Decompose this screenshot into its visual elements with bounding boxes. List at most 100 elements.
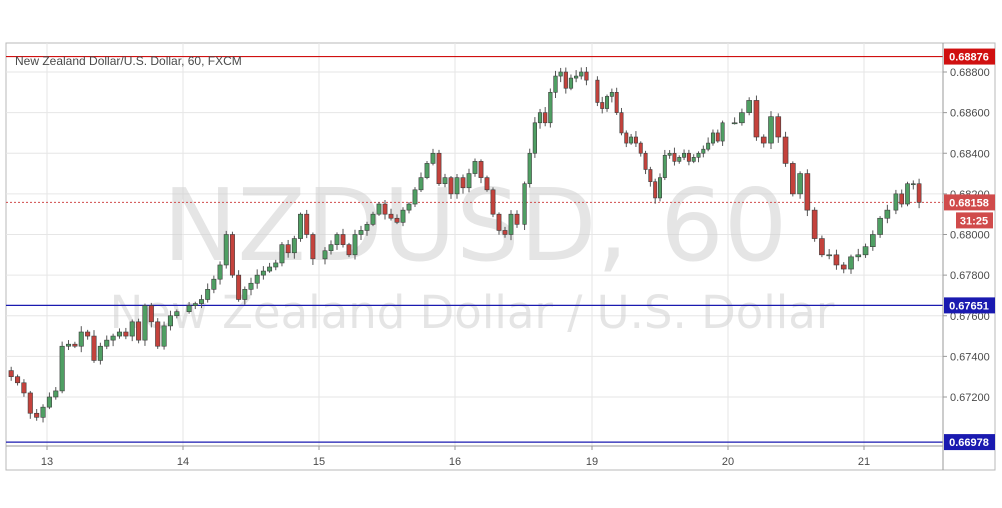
candle[interactable] [855, 248, 862, 262]
candle[interactable] [394, 214, 400, 225]
candle[interactable] [532, 117, 537, 158]
candle[interactable] [605, 94, 610, 112]
candle[interactable] [27, 390, 33, 419]
candle[interactable] [682, 149, 687, 161]
candle[interactable] [633, 131, 638, 148]
candle[interactable] [406, 202, 412, 214]
candle[interactable] [460, 174, 466, 194]
time-axis[interactable]: 13 14 15 16 19 20 21 [41, 446, 870, 468]
candle[interactable] [667, 150, 672, 159]
candle[interactable] [619, 107, 624, 136]
candle[interactable] [508, 210, 514, 241]
candle[interactable] [53, 387, 59, 400]
candle[interactable] [658, 173, 662, 202]
candle[interactable] [388, 208, 394, 221]
candle[interactable] [418, 172, 424, 193]
candle[interactable] [731, 117, 738, 125]
candle[interactable] [110, 333, 116, 347]
candle[interactable] [142, 303, 148, 346]
candle[interactable] [376, 202, 382, 216]
candle[interactable] [358, 225, 364, 241]
candle[interactable] [543, 107, 548, 127]
candle[interactable] [322, 247, 328, 265]
candle[interactable] [273, 259, 279, 271]
candle[interactable] [400, 207, 406, 227]
candle[interactable] [129, 319, 135, 342]
candle[interactable] [352, 229, 358, 260]
candle[interactable] [696, 151, 701, 163]
candle[interactable] [236, 270, 242, 302]
candle[interactable] [691, 154, 696, 164]
candle[interactable] [161, 321, 167, 350]
candle[interactable] [600, 96, 605, 114]
candle[interactable] [527, 148, 532, 188]
candle[interactable] [496, 212, 502, 235]
candle[interactable] [448, 175, 454, 199]
candle[interactable] [370, 211, 376, 227]
candle[interactable] [638, 141, 643, 157]
candle[interactable] [624, 130, 629, 148]
candle[interactable] [40, 404, 46, 423]
candle[interactable] [229, 231, 235, 278]
candle[interactable] [478, 159, 484, 184]
candle[interactable] [537, 108, 543, 129]
candle[interactable] [466, 168, 472, 193]
candle[interactable] [595, 76, 600, 107]
candle[interactable] [804, 169, 811, 217]
candle[interactable] [205, 283, 211, 303]
candle[interactable] [862, 243, 869, 258]
candle[interactable] [15, 374, 21, 386]
candle[interactable] [753, 95, 760, 141]
candle[interactable] [490, 187, 496, 218]
candle[interactable] [840, 262, 847, 274]
candle[interactable] [677, 155, 682, 164]
candle[interactable] [484, 175, 490, 192]
candle[interactable] [186, 301, 192, 314]
candle[interactable] [574, 70, 579, 83]
candle[interactable] [710, 129, 715, 146]
candle[interactable] [826, 249, 832, 260]
candle[interactable] [148, 302, 154, 328]
candle[interactable] [884, 204, 891, 224]
candle[interactable] [502, 226, 508, 238]
candle[interactable] [760, 134, 767, 148]
price-axis[interactable]: 0.688000.686000.684000.682000.680000.678… [943, 67, 990, 404]
candle[interactable] [910, 180, 916, 190]
candle[interactable] [775, 113, 782, 143]
candle[interactable] [715, 129, 720, 143]
candle[interactable] [848, 254, 854, 274]
candle[interactable] [97, 342, 103, 365]
candle[interactable] [91, 330, 97, 363]
candle[interactable] [819, 235, 825, 258]
candle[interactable] [85, 329, 91, 340]
candle[interactable] [899, 189, 905, 208]
candle[interactable] [568, 74, 574, 91]
candle[interactable] [192, 301, 198, 310]
candle[interactable] [584, 67, 589, 86]
candle[interactable] [629, 133, 634, 145]
candle[interactable] [782, 131, 789, 167]
candle[interactable] [279, 242, 285, 267]
candle[interactable] [136, 318, 142, 344]
candle[interactable] [746, 97, 752, 116]
candle[interactable] [553, 70, 558, 99]
candle[interactable] [78, 326, 84, 353]
candle[interactable] [701, 145, 706, 158]
candle[interactable] [328, 240, 334, 255]
candle[interactable] [643, 150, 648, 175]
candle[interactable] [653, 178, 658, 204]
candle[interactable] [579, 67, 584, 80]
candle[interactable] [412, 187, 418, 207]
candle[interactable] [298, 212, 303, 242]
candle[interactable] [454, 173, 460, 199]
candle[interactable] [59, 341, 65, 394]
candle[interactable] [8, 366, 14, 381]
candle[interactable] [217, 261, 223, 285]
candle[interactable] [104, 335, 110, 350]
candle[interactable] [905, 181, 910, 207]
candle[interactable] [870, 230, 876, 251]
candle[interactable] [739, 108, 745, 126]
candle[interactable] [334, 232, 340, 250]
candle[interactable] [436, 149, 442, 186]
